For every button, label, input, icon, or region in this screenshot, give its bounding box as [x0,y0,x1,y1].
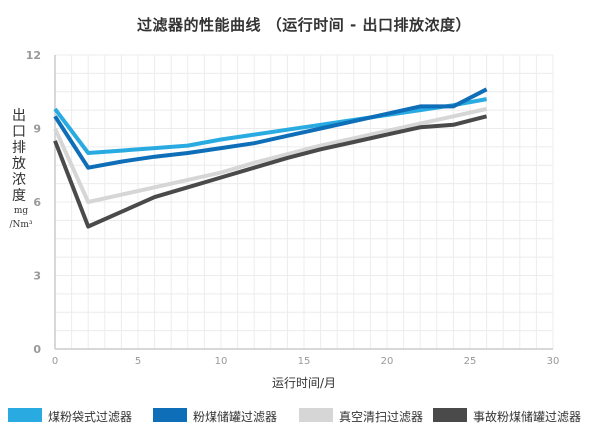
x-tick-label: 30 [547,356,560,367]
chart-series [53,87,488,229]
x-axis-label: 运行时间/月 [271,376,337,390]
y-tick-label: 6 [33,196,41,209]
legend-label: 煤粉袋式过滤器 [48,410,133,424]
x-tick-label: 15 [298,356,311,367]
series-line-4 [53,114,488,229]
series-line-2 [53,87,488,170]
y-tick-label: 12 [26,49,41,62]
x-tick-label: 5 [135,356,141,367]
y-tick-label: 9 [33,123,41,136]
legend-label: 粉煤储罐过滤器 [193,410,278,424]
series-line-3 [53,106,488,204]
x-tick-label: 25 [464,356,477,367]
y-axis-unit: mg/Nm³ [9,206,33,230]
chart-title: 过滤器的性能曲线 （运行时间 - 出口排放浓度） [137,16,471,34]
legend-swatch [433,408,467,422]
legend-label: 真空清扫过滤器 [339,410,424,424]
legend-swatch [8,408,42,422]
y-tick-label: 3 [33,270,41,283]
chart-tick-labels: 0 5 10 15 20 25 30 0 3 6 9 12 [26,49,560,367]
legend-label: 事故粉煤储罐过滤器 [473,410,582,424]
y-tick-label: 0 [33,343,41,356]
x-tick-label: 0 [52,356,58,367]
legend-swatch [299,408,333,422]
x-tick-label: 10 [215,356,228,367]
series-line-1 [53,97,487,155]
legend-swatch [153,408,187,422]
y-axis-label: 出口排放浓度 [12,108,26,204]
x-tick-label: 20 [381,356,394,367]
chart-axes [54,55,553,350]
chart-legend: 煤粉袋式过滤器 粉煤储罐过滤器 真空清扫过滤器 事故粉煤储罐过滤器 [0,406,608,426]
